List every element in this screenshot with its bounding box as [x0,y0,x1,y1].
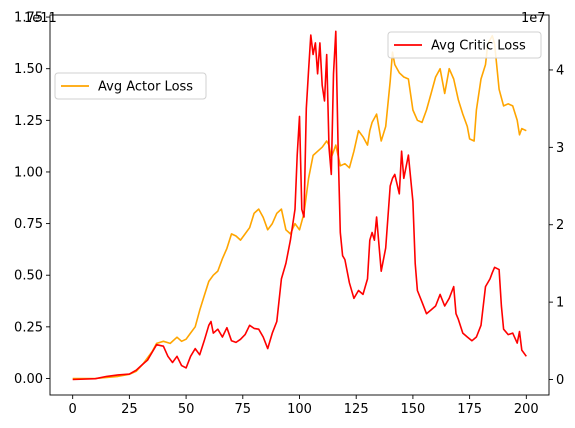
legend-critic: Avg Critic Loss [387,31,542,59]
x-tick-label: 200 [514,402,539,417]
legend-box [54,72,207,100]
left-tick-label: 1.50 [14,62,43,77]
legend-label: Avg Actor Loss [98,80,193,95]
x-tick-label: 0 [69,402,77,417]
x-tick-label: 175 [457,402,482,417]
series-line-critic [72,30,527,381]
legend-actor: Avg Actor Loss [54,72,207,100]
left-tick-label: 1.00 [14,165,43,180]
legend-label: Avg Critic Loss [431,39,526,54]
right-tick-label: 2 [556,218,564,233]
left-tick-label: 1.25 [14,114,43,129]
right-tick-label: 4 [556,63,564,78]
x-tick-label: 125 [344,402,369,417]
left-tick-label: 0.25 [14,320,43,335]
legend-box [387,31,542,59]
left-y-axis: 0.00 0.25 0.50 0.75 1.00 1.25 1.50 1.75 [14,11,50,387]
series-layer [72,30,527,381]
right-axis-multiplier: 1e7 [521,11,546,26]
x-tick-label: 50 [178,402,195,417]
right-tick-label: 3 [556,141,564,156]
x-tick-label: 25 [121,402,138,417]
right-tick-label: 0 [556,373,564,388]
series-line-actor [72,34,527,380]
x-tick-label: 75 [235,402,252,417]
left-tick-label: 0.50 [14,269,43,284]
left-axis-multiplier: 1e11 [24,11,57,26]
right-y-axis: 0 1 2 3 4 [549,63,564,388]
x-tick-label: 100 [287,402,312,417]
x-axis: 0 25 50 75 100 125 150 175 200 [69,395,539,417]
left-tick-label: 1.75 [14,11,43,26]
x-tick-label: 150 [400,402,425,417]
right-tick-label: 1 [556,296,564,311]
left-tick-label: 0.75 [14,217,43,232]
left-tick-label: 0.00 [14,372,43,387]
